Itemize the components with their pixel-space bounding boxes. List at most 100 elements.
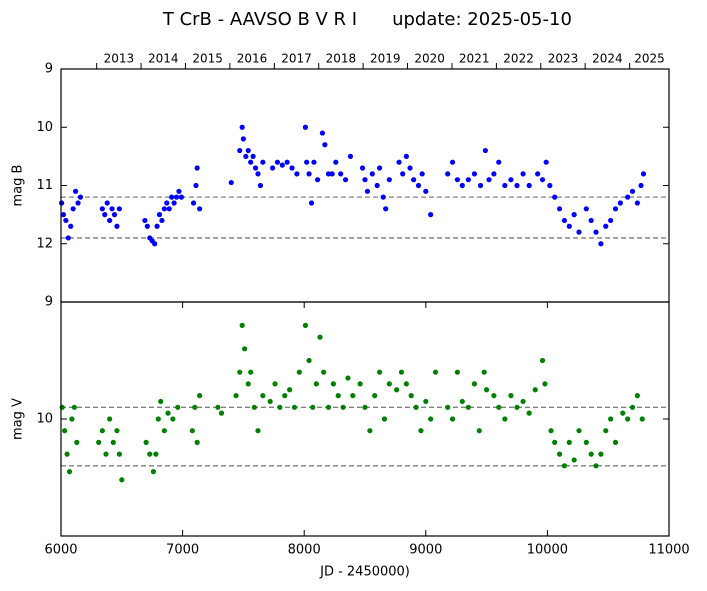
data-point (556, 206, 563, 212)
plot-frame (60, 68, 670, 303)
data-point (178, 194, 184, 200)
year-label: 2015 (192, 52, 223, 66)
data-point (359, 165, 366, 171)
data-point (481, 369, 487, 375)
data-point (383, 206, 389, 212)
data-point (111, 212, 118, 218)
data-point (64, 451, 70, 457)
data-point (242, 346, 248, 352)
data-point (62, 428, 68, 434)
data-point (576, 428, 582, 434)
data-point (302, 124, 309, 130)
year-label: 2021 (459, 52, 490, 66)
data-point (267, 398, 273, 405)
data-point (362, 177, 368, 183)
data-point (593, 229, 599, 235)
data-point (556, 451, 563, 457)
data-point (310, 404, 316, 410)
data-point (152, 241, 158, 247)
data-point (311, 159, 317, 165)
data-point (394, 387, 400, 393)
data-point (165, 410, 171, 416)
data-point (251, 404, 257, 410)
data-point (99, 206, 105, 212)
data-point (107, 217, 113, 224)
data-point (66, 469, 73, 475)
year-label: 2020 (414, 52, 445, 66)
data-point (150, 469, 157, 475)
data-point (294, 171, 300, 177)
data-point (159, 217, 165, 224)
data-point (59, 200, 65, 206)
data-point (70, 206, 76, 212)
data-point (147, 451, 153, 457)
data-point (75, 200, 81, 206)
data-point (376, 369, 383, 375)
data-point (566, 223, 572, 229)
data-point (520, 398, 526, 405)
data-point (255, 428, 261, 434)
data-point (367, 428, 373, 434)
data-point (638, 182, 644, 189)
data-point (306, 357, 312, 364)
data-point (386, 381, 392, 387)
data-point (502, 416, 508, 422)
data-point (369, 171, 375, 177)
data-point (109, 206, 115, 212)
data-point (542, 381, 548, 387)
y-tick-label: 12 (36, 236, 53, 251)
data-point (547, 182, 553, 189)
data-point (314, 177, 321, 183)
data-point (612, 206, 619, 212)
y-tick-label: 9 (45, 62, 53, 77)
data-point (543, 159, 549, 165)
data-point (287, 387, 293, 393)
data-point (532, 387, 538, 393)
data-point (588, 451, 594, 457)
data-point (99, 428, 105, 434)
data-point (465, 177, 471, 183)
data-point (243, 153, 249, 159)
year-label: 2016 (237, 52, 268, 66)
data-point (603, 223, 609, 229)
data-point (491, 171, 497, 177)
data-point (598, 451, 604, 457)
data-point (380, 194, 386, 200)
data-point (608, 217, 614, 224)
data-point (583, 439, 589, 445)
data-point (403, 153, 409, 159)
data-point (571, 457, 577, 463)
data-point (60, 212, 67, 218)
data-point (539, 177, 546, 183)
data-point (330, 381, 336, 387)
data-point (322, 142, 328, 148)
data-point (496, 159, 502, 165)
data-point (459, 398, 465, 405)
year-label: 2013 (104, 52, 135, 66)
data-point (169, 194, 175, 200)
data-point (272, 381, 278, 387)
x-axis-label: JD - 2450000) (319, 565, 410, 580)
data-point (428, 416, 434, 422)
data-point (634, 200, 640, 206)
data-point (189, 428, 195, 434)
data-point (215, 404, 221, 410)
data-point (398, 369, 405, 375)
data-point (415, 182, 422, 189)
data-point (252, 165, 259, 171)
data-point (282, 393, 288, 399)
data-point (197, 206, 203, 212)
data-point (192, 404, 198, 410)
data-point (593, 463, 599, 469)
y-tick-label: 10 (36, 120, 53, 135)
data-point (364, 188, 371, 194)
data-point (381, 416, 388, 422)
data-point (69, 416, 75, 422)
data-point (197, 393, 203, 399)
chart-title: T CrB - AAVSO B V R I (162, 9, 357, 30)
data-point (350, 393, 356, 399)
data-point (218, 410, 225, 416)
data-point (386, 177, 392, 183)
data-point (620, 410, 626, 416)
x-tick-label: 7000 (166, 543, 199, 558)
